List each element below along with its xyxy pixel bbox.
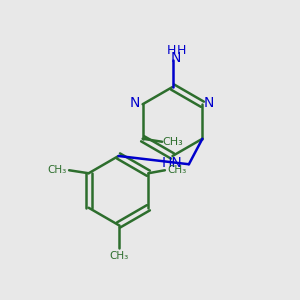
Text: HN: HN (162, 156, 183, 170)
Text: H: H (177, 44, 186, 57)
Text: N: N (204, 96, 214, 110)
Text: N: N (171, 51, 181, 65)
Text: CH₃: CH₃ (168, 165, 187, 175)
Text: CH₃: CH₃ (47, 165, 66, 175)
Text: N: N (130, 96, 140, 110)
Text: CH₃: CH₃ (109, 251, 128, 261)
Text: CH₃: CH₃ (162, 137, 183, 147)
Text: H: H (166, 44, 176, 57)
